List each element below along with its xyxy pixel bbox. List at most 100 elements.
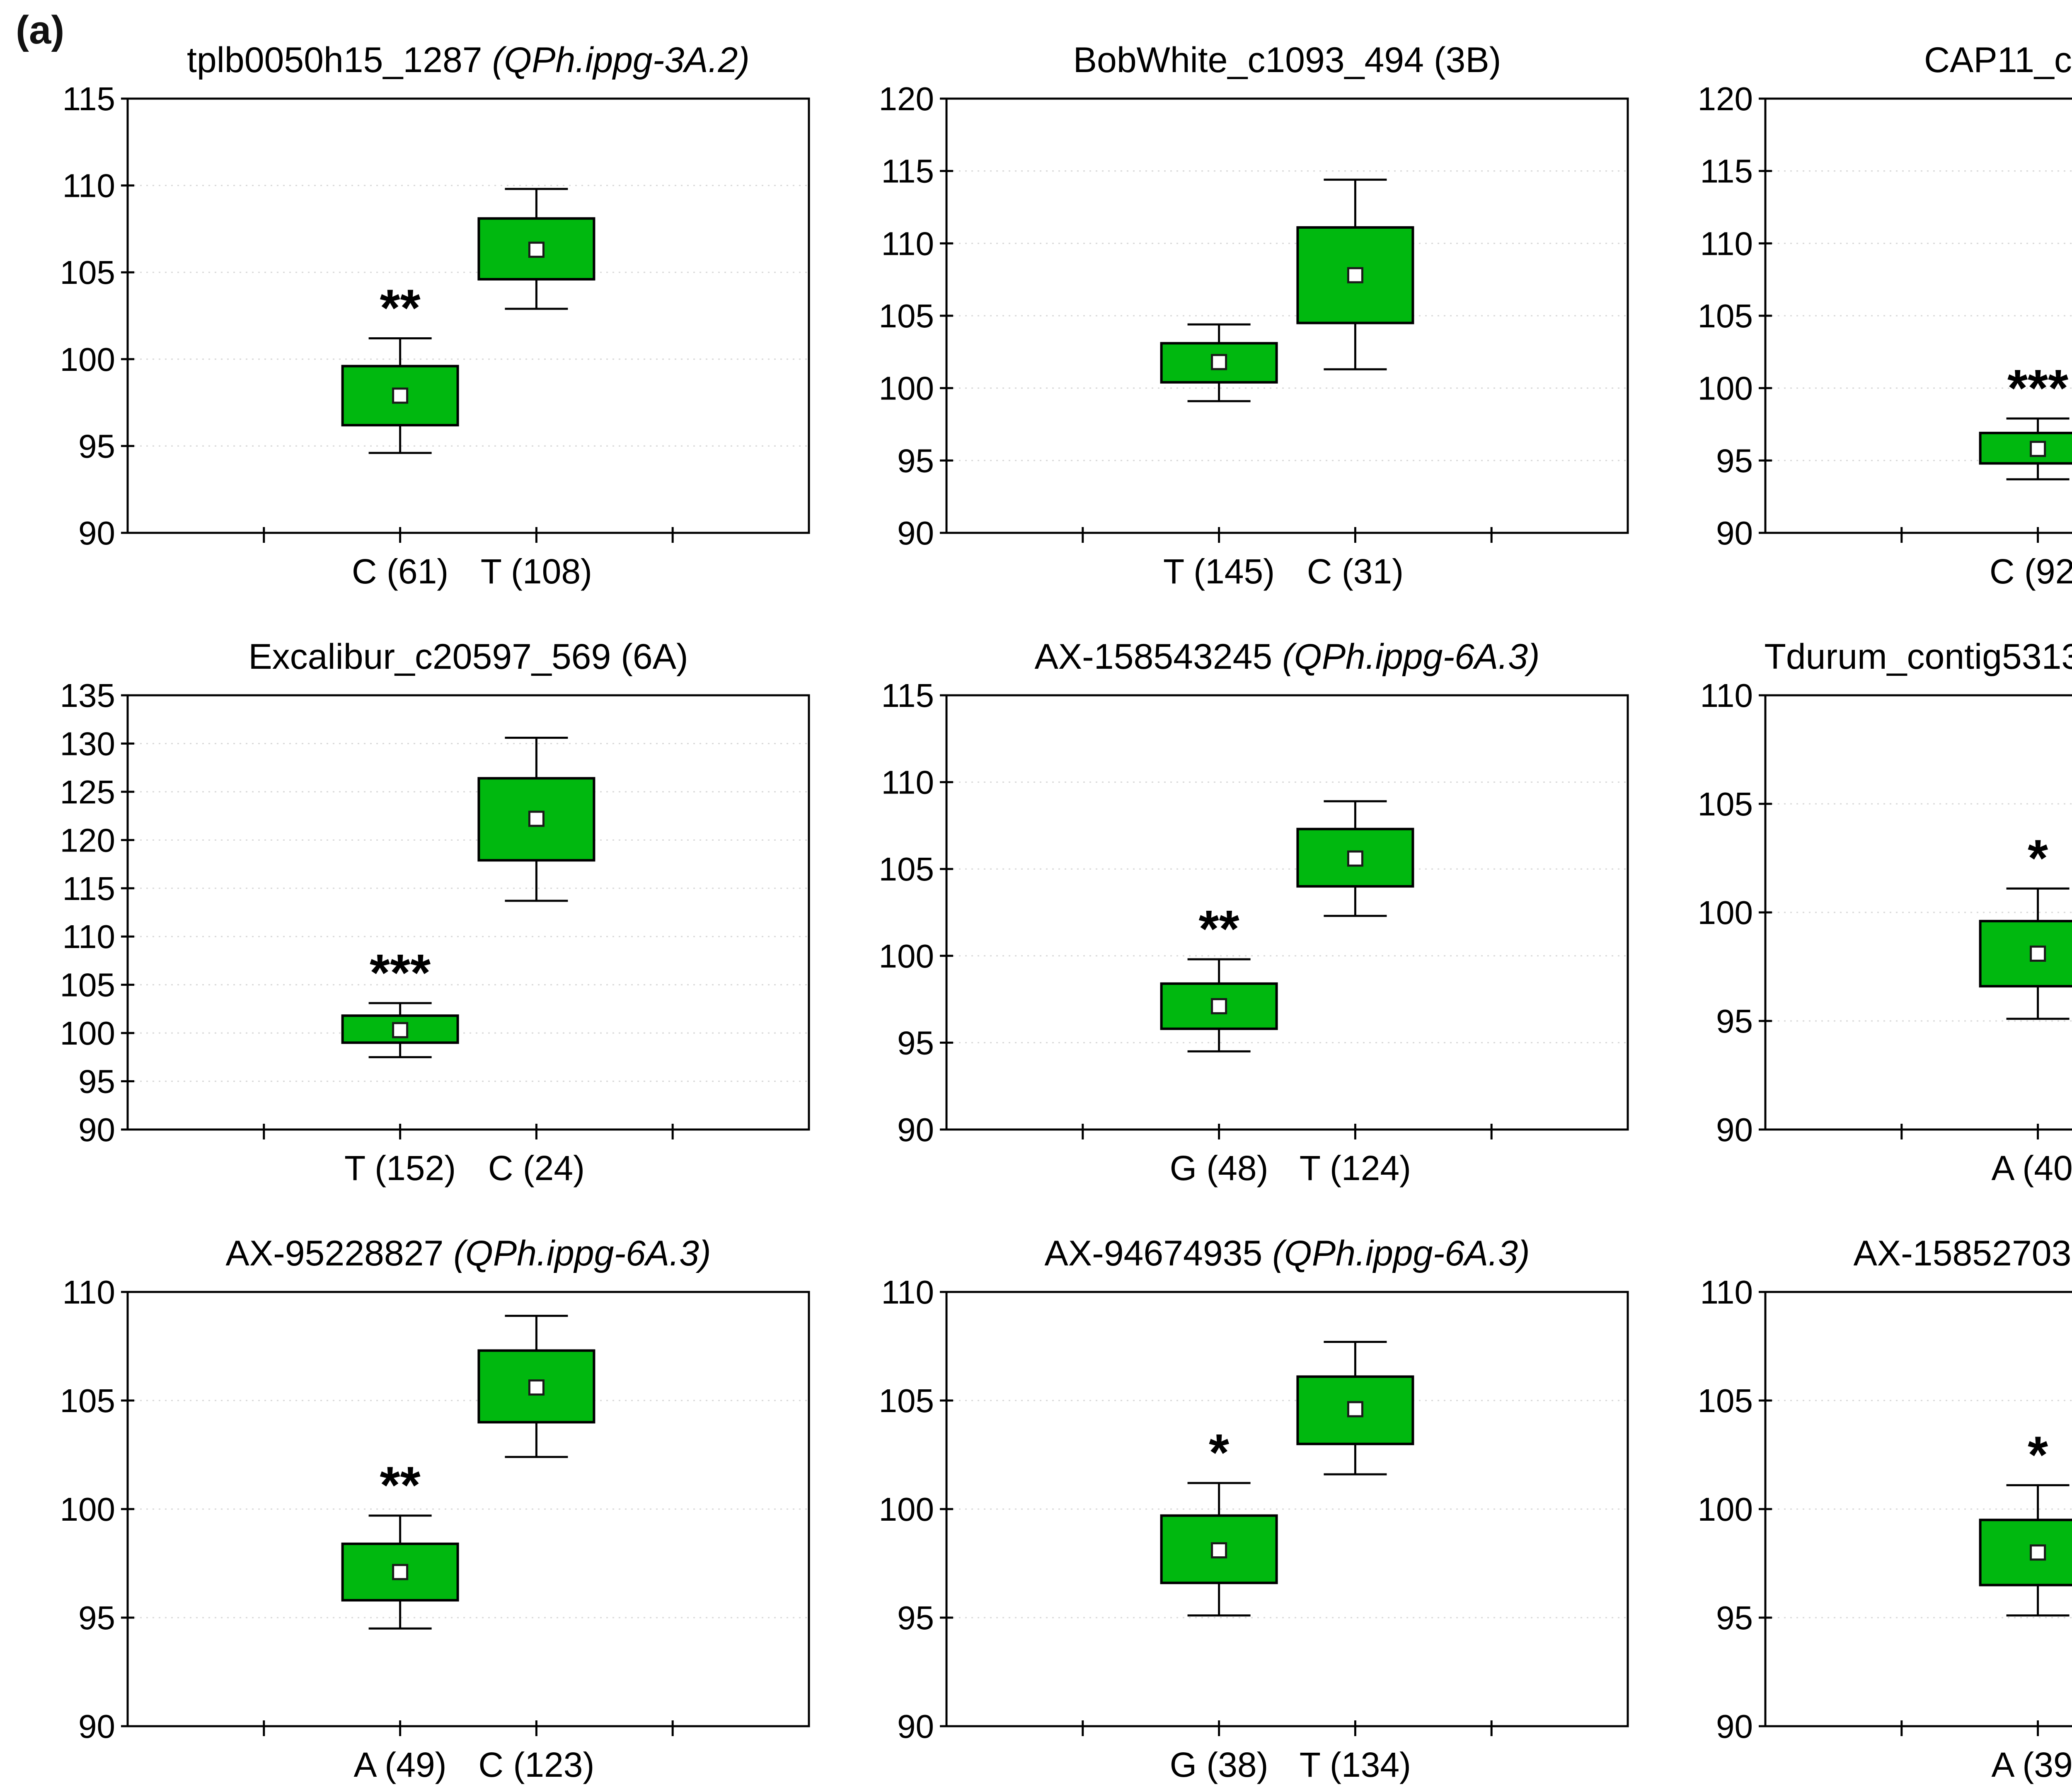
y-axis-tick-label: 100 xyxy=(60,341,115,378)
y-axis-tick-label: 115 xyxy=(62,870,115,907)
y-axis-tick-label: 115 xyxy=(1700,153,1753,190)
y-axis-tick-label: 90 xyxy=(1716,515,1753,552)
panel-title: AX-158527035 (QPh.ippg-6A.3) xyxy=(1853,1234,2072,1273)
panel-title: tplb0050h15_1287 (QPh.ippg-3A.2) xyxy=(187,40,750,80)
significance-stars: * xyxy=(1209,1423,1229,1482)
y-axis-tick-label: 110 xyxy=(62,918,115,955)
y-axis-tick-label: 95 xyxy=(897,1599,934,1636)
mean-marker xyxy=(2030,440,2046,457)
y-axis-tick-label: 110 xyxy=(881,764,934,801)
panel-title-marker: tplb0050h15_1287 xyxy=(187,40,492,80)
y-axis-tick-label: 105 xyxy=(60,1382,115,1419)
y-axis-tick-label: 120 xyxy=(60,822,115,859)
box xyxy=(1296,1375,1414,1445)
y-axis-tick-label: 105 xyxy=(1698,786,1753,822)
mean-marker xyxy=(1347,267,1363,283)
y-axis-tick-label: 90 xyxy=(1716,1708,1753,1745)
y-axis-tick-label: 95 xyxy=(897,1024,934,1061)
y-axis-tick-label: 95 xyxy=(78,1599,115,1636)
box xyxy=(477,1349,595,1424)
y-axis-tick-label: 90 xyxy=(897,1111,934,1148)
panel-title-marker: AX-94674935 xyxy=(1044,1234,1272,1273)
x-category-label: C (24) xyxy=(488,1149,585,1188)
mean-marker xyxy=(2030,946,2046,962)
mean-marker xyxy=(528,810,545,827)
y-axis-tick-label: 100 xyxy=(879,370,934,407)
panel-title: AX-158543245 (QPh.ippg-6A.3) xyxy=(1034,637,1539,677)
y-axis-tick-label: 105 xyxy=(879,851,934,888)
x-category-label: T (124) xyxy=(1300,1149,1411,1188)
significance-stars: ** xyxy=(380,278,421,337)
mean-marker xyxy=(528,1379,545,1396)
boxplot-panel: 90 95 100 105 110 115 120 T (145) C (31) BobWhite… xyxy=(879,40,1629,591)
significance-stars: * xyxy=(2028,829,2048,887)
plot-border xyxy=(1764,1291,2072,1727)
mean-marker xyxy=(1211,354,1227,370)
y-axis-tick-label: 90 xyxy=(78,1708,115,1745)
panel-title: AX-95228827 (QPh.ippg-6A.3) xyxy=(225,1234,711,1273)
panel-title-qtl: (6A) xyxy=(621,637,688,677)
y-axis-tick-label: 110 xyxy=(1700,225,1753,262)
x-category-label: G (48) xyxy=(1170,1149,1268,1188)
y-axis-tick-label: 115 xyxy=(881,677,934,714)
y-axis-tick-label: 105 xyxy=(1698,298,1753,334)
y-axis-tick-label: 100 xyxy=(879,938,934,975)
significance-stars: * xyxy=(2028,1425,2048,1484)
x-category-label: A (49) xyxy=(354,1745,447,1784)
y-axis-tick-label: 100 xyxy=(60,1491,115,1528)
boxplot-panel: 90 95 100 105 110 ** A (49) C (123) AX-95228827 … xyxy=(60,1234,810,1784)
y-axis-tick-label: 100 xyxy=(1698,370,1753,407)
panel-title: AX-94674935 (QPh.ippg-6A.3) xyxy=(1044,1234,1530,1273)
y-axis-tick-label: 105 xyxy=(879,1382,934,1419)
panel-title-qtl: (QPh.ippg-6A.3) xyxy=(1272,1234,1530,1273)
panel-title: BobWhite_c1093_494 (3B) xyxy=(1073,40,1501,80)
y-axis-tick-label: 100 xyxy=(879,1491,934,1528)
figure-label: (a) xyxy=(16,8,65,52)
panel-title-marker: AX-95228827 xyxy=(225,1234,453,1273)
panel-title: Excalibur_c20597_569 (6A) xyxy=(248,637,688,677)
panel-title-marker: BobWhite_c1093_494 xyxy=(1073,40,1434,80)
plot-border xyxy=(1764,97,2072,534)
box xyxy=(1979,1519,2072,1587)
significance-stars: *** xyxy=(2007,359,2068,417)
panel-title: CAP11_c3631_75 (4A) xyxy=(1924,40,2072,80)
y-axis-tick-label: 120 xyxy=(1698,80,1753,117)
x-category-label: A (39) xyxy=(1992,1745,2072,1784)
x-category-label: T (145) xyxy=(1163,552,1275,591)
y-axis-tick-label: 135 xyxy=(60,677,115,714)
panel-title-marker: Tdurum_contig53138_302 xyxy=(1764,637,2072,677)
y-axis-tick-label: 90 xyxy=(1716,1111,1753,1148)
y-axis-tick-label: 90 xyxy=(78,515,115,552)
boxplot-panel: 90 95 100 105 110 115 120 125 130 135 *** T (152) C … xyxy=(60,637,810,1188)
y-axis-tick-label: 115 xyxy=(881,153,934,190)
y-axis-tick-label: 105 xyxy=(1698,1382,1753,1419)
significance-stars: *** xyxy=(370,943,431,1002)
mean-marker xyxy=(1211,998,1227,1014)
panel-title-marker: AX-158543245 xyxy=(1034,637,1282,677)
x-category-label: T (152) xyxy=(344,1149,456,1188)
panel-title: Tdurum_contig53138_302 (QPh.ippg-6A.3) xyxy=(1764,637,2072,677)
boxplot-panel: 90 95 100 105 110 * G (38) T (134) AX-94674935 (… xyxy=(879,1234,1629,1784)
y-axis-tick-label: 110 xyxy=(881,1274,934,1311)
y-axis-tick-label: 105 xyxy=(60,967,115,1004)
y-axis-tick-label: 100 xyxy=(1698,894,1753,931)
y-axis-tick-label: 110 xyxy=(1700,677,1753,714)
y-axis-tick-label: 115 xyxy=(62,80,115,117)
significance-stars: ** xyxy=(380,1456,421,1514)
x-category-label: A (40) xyxy=(1992,1149,2072,1188)
y-axis-tick-label: 90 xyxy=(897,515,934,552)
y-axis-tick-label: 125 xyxy=(60,774,115,810)
y-axis-tick-label: 95 xyxy=(1716,1599,1753,1636)
mean-marker xyxy=(2030,1544,2046,1561)
mean-marker xyxy=(392,387,409,404)
boxplot-panel: 90 95 100 105 110 115 ** C (61) T (108) tplb0050h… xyxy=(60,40,810,591)
y-axis-tick-label: 110 xyxy=(62,167,115,204)
mean-marker xyxy=(392,1022,409,1038)
panel-title-qtl: (QPh.ippg-3A.2) xyxy=(492,40,750,80)
plot-border xyxy=(1764,694,2072,1131)
x-category-label: T (108) xyxy=(481,552,592,591)
y-axis-tick-label: 110 xyxy=(62,1274,115,1311)
